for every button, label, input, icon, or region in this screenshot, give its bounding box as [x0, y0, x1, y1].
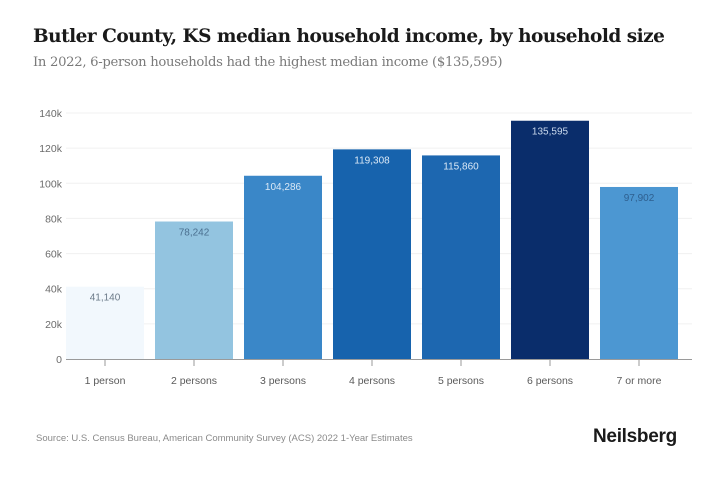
x-tick-label: 6 persons [527, 375, 573, 387]
chart-title: Butler County, KS median household incom… [33, 26, 665, 47]
x-tick-label: 4 persons [349, 375, 395, 387]
brand-logo: Neilsberg [593, 426, 677, 447]
bar-value-label: 135,595 [532, 127, 569, 138]
y-axis-ticks: 0 20k 40k 60k 80k 100k 120k 140k [39, 108, 63, 366]
x-tick-label: 5 persons [438, 375, 484, 387]
bar-7-or-more [600, 186, 678, 359]
bar-value-label: 104,286 [265, 182, 302, 193]
bar-value-label: 115,860 [443, 161, 479, 172]
y-tick-label: 100k [39, 178, 63, 190]
source-note: Source: U.S. Census Bureau, American Com… [36, 433, 413, 444]
bars: 41,140 78,242 104,286 119,308 115,860 135,595… [66, 120, 678, 360]
bar-4-persons [333, 149, 411, 359]
bar-6-persons [511, 120, 589, 360]
y-tick-label: 140k [39, 108, 63, 120]
x-tick-label: 3 persons [260, 375, 306, 387]
bar-value-label: 41,140 [90, 293, 121, 304]
y-tick-label: 0 [56, 354, 62, 366]
y-tick-label: 40k [45, 284, 63, 296]
y-tick-label: 80k [45, 213, 63, 225]
bar-5-persons [422, 155, 500, 359]
x-axis: 1 person 2 persons 3 persons 4 persons 5 per… [66, 359, 692, 387]
bar-1-person [66, 286, 144, 359]
x-tick-label: 7 or more [617, 375, 662, 387]
bar-value-label: 119,308 [354, 155, 390, 166]
bar-value-label: 97,902 [624, 193, 655, 204]
bar-value-label: 78,242 [179, 228, 210, 239]
y-tick-label: 120k [39, 143, 63, 155]
y-tick-label: 60k [45, 249, 63, 261]
bar-3-persons [244, 175, 322, 359]
x-tick-label: 2 persons [171, 375, 217, 387]
bar-2-persons [155, 221, 233, 359]
chart-subtitle: In 2022, 6-person households had the hig… [33, 55, 503, 70]
x-tick-label: 1 person [85, 375, 126, 387]
y-tick-label: 20k [45, 319, 63, 331]
